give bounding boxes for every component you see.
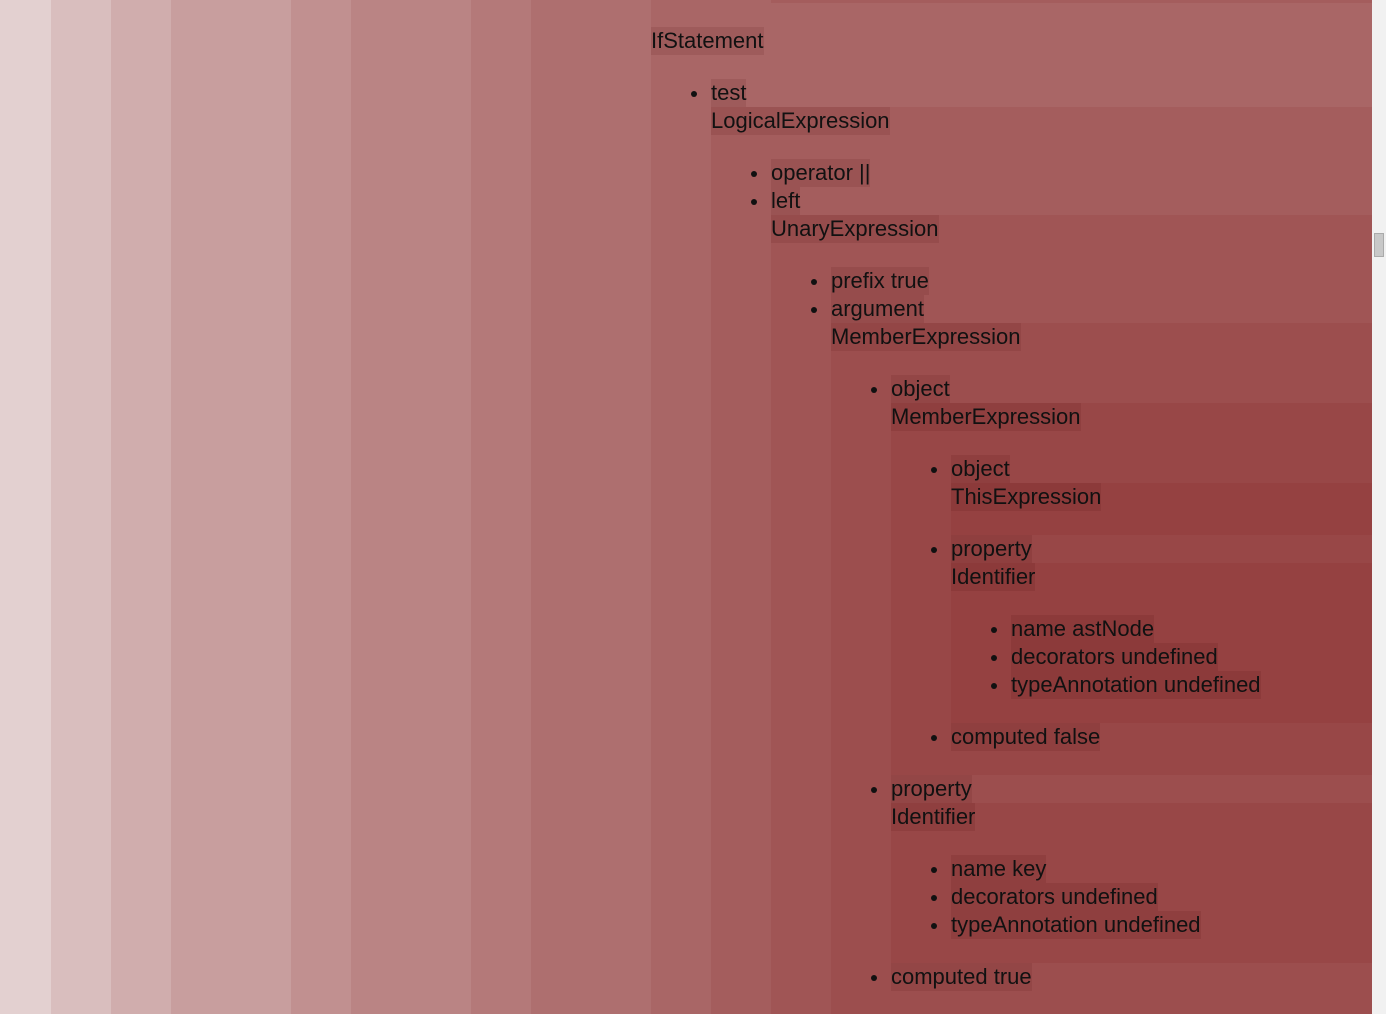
node-type-label: IfStatement bbox=[651, 27, 764, 55]
property-label: computed true bbox=[871, 963, 1032, 991]
node-box bbox=[111, 0, 1372, 1014]
property-label: argument bbox=[811, 295, 924, 323]
node-box bbox=[531, 0, 1372, 1014]
node-box bbox=[51, 0, 1372, 1014]
property-label: test bbox=[690, 79, 747, 107]
node-type-label: LogicalExpression bbox=[711, 107, 890, 135]
property-label: typeAnnotation undefined bbox=[991, 671, 1261, 699]
property-label: typeAnnotation undefined bbox=[931, 911, 1201, 939]
scroll-thumb[interactable] bbox=[1374, 233, 1384, 257]
property-label: object bbox=[871, 375, 950, 403]
property-label: property bbox=[931, 535, 1032, 563]
node-type-label: ThisExpression bbox=[951, 483, 1102, 511]
node-box bbox=[831, 323, 1372, 1014]
node-box bbox=[951, 563, 1372, 723]
property-label: property bbox=[871, 775, 972, 803]
property-label: left bbox=[750, 187, 801, 215]
node-box bbox=[291, 0, 1372, 1014]
node-box bbox=[171, 0, 1372, 1014]
node-box bbox=[651, 0, 1372, 1014]
node-box bbox=[711, 107, 1372, 1014]
node-box bbox=[471, 0, 1372, 1014]
property-label: object bbox=[931, 455, 1010, 483]
property-label: computed false bbox=[930, 723, 1101, 751]
node-box bbox=[891, 403, 1372, 775]
node-type-label: UnaryExpression bbox=[771, 215, 939, 243]
property-label: operator || bbox=[750, 159, 871, 187]
property-label: decorators undefined bbox=[991, 643, 1218, 671]
node-type-label: MemberExpression bbox=[831, 323, 1021, 351]
node-box bbox=[771, 215, 1372, 1014]
property-label: name astNode bbox=[990, 615, 1155, 643]
node-type-label: Identifier bbox=[951, 563, 1036, 591]
node-box bbox=[351, 0, 1372, 1014]
scrollbar[interactable] bbox=[1372, 0, 1386, 1014]
node-box bbox=[951, 483, 1372, 535]
property-label: prefix true bbox=[811, 267, 929, 295]
node-type-label: Identifier bbox=[891, 803, 976, 831]
node-box bbox=[891, 803, 1372, 963]
node-box bbox=[771, 0, 1372, 3]
node-type-label: MemberExpression bbox=[891, 403, 1081, 431]
property-label: name key bbox=[930, 855, 1047, 883]
property-label: decorators undefined bbox=[931, 883, 1158, 911]
